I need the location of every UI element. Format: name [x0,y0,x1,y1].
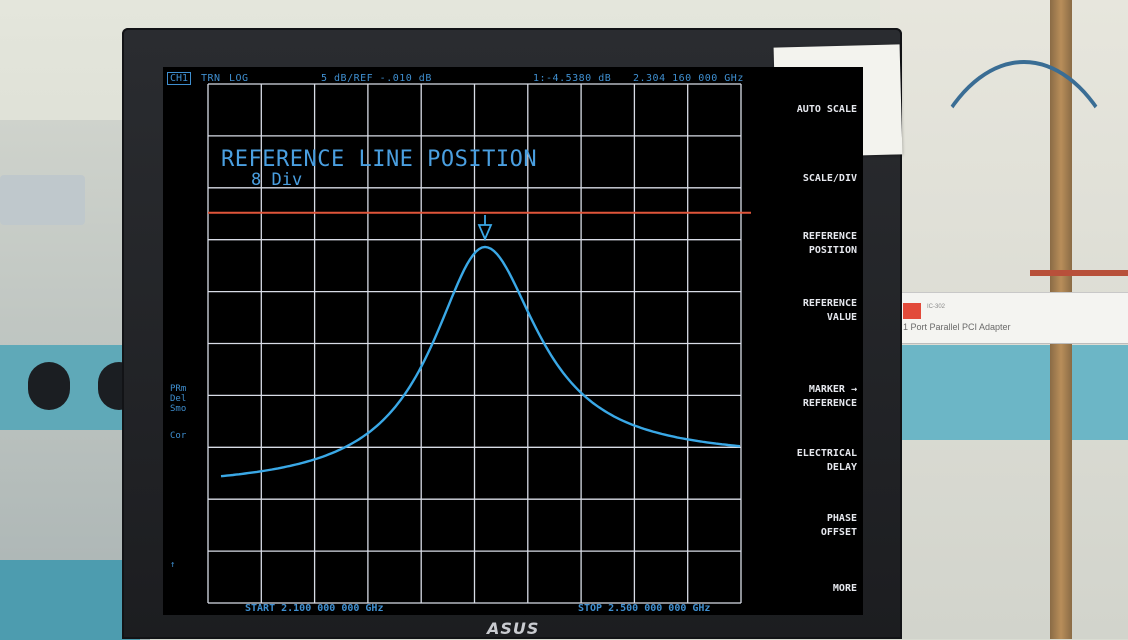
rack-base [0,560,140,640]
analyzer-screen: CH1 TRN LOG 5 dB/REF -.010 dB 1:-4.5380 … [163,67,863,615]
side-annotation-prm: PRm Del Smo [170,384,187,414]
channel-indicator: CH1 [167,72,192,85]
adapter-label: 1 Port Parallel PCI Adapter [903,322,1011,332]
mode-label: TRN [201,73,221,84]
red-wire [1030,270,1128,276]
side-annotation-cor: Cor [170,431,187,441]
softkey-auto-scale[interactable]: AUTO SCALE [796,104,857,115]
pci-adapter-box: IC-302 1 Port Parallel PCI Adapter [893,292,1128,344]
adapter-model: IC-302 [927,304,946,310]
softkey-scale-div[interactable]: SCALE/DIV [802,173,857,184]
softkey-marker-reference[interactable]: MARKER → REFERENCE [802,384,857,409]
softkey-reference-value[interactable]: REFERENCE VALUE [802,298,857,323]
marker-value: 1:-4.5380 dB [533,73,612,84]
overlay-value: 8 Div [251,170,303,190]
marker-frequency: 2.304 160 000 GHz [633,73,744,84]
bracket-slot [28,362,70,410]
softkey-phase-offset[interactable]: PHASE OFFSET [820,513,857,538]
softkey-reference-position[interactable]: REFERENCE POSITION [802,231,857,256]
left-device [0,175,85,225]
side-annotation-arrow: ↑ [170,560,176,570]
overlay-title: REFERENCE LINE POSITION [221,147,538,172]
trace-display [207,83,751,604]
adapter-logo-icon [903,303,921,319]
scale-label: 5 dB/REF -.010 dB [321,73,432,84]
blue-cable [905,60,1128,488]
stop-frequency: STOP 2.500 000 000 GHz [578,603,711,614]
graticule [207,83,742,604]
softkey-more[interactable]: MORE [832,583,857,594]
marker-arrow [477,224,493,242]
softkey-electrical-delay[interactable]: ELECTRICAL DELAY [796,448,857,473]
format-label: LOG [229,73,249,84]
start-frequency: START 2.100 000 000 GHz [245,603,384,614]
trace-curve [220,245,741,478]
monitor-brand: ASUS [487,619,540,638]
marker-icon [477,215,493,242]
